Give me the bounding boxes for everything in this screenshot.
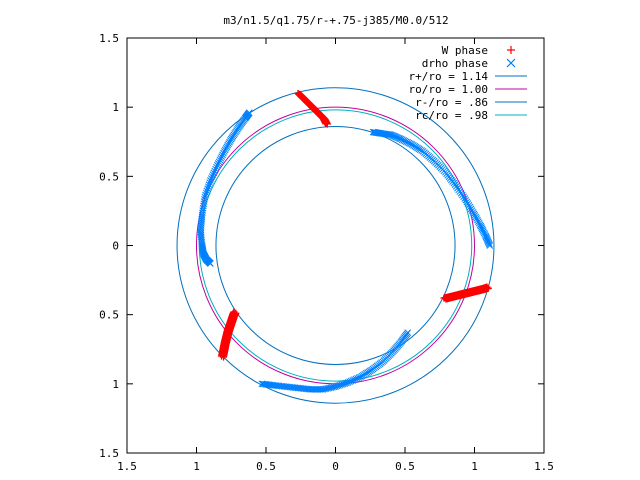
y-tick-label: 0.5 — [99, 170, 119, 183]
x-tick-label: 1 — [471, 460, 478, 473]
w-phase-point — [322, 120, 330, 128]
ring-circle — [196, 106, 475, 385]
drho-phase-point — [220, 148, 228, 155]
x-tick-label: 1.5 — [534, 460, 554, 473]
drho-phase-point — [216, 156, 224, 164]
legend-label: W phase — [442, 44, 488, 57]
x-tick-label: 0.5 — [395, 460, 415, 473]
drho-phase-point — [486, 242, 494, 249]
axes: 1.5 1 0.5 0 0.5 1 1.51.510.500.511.5 — [99, 32, 554, 473]
drho-phase-point — [213, 161, 221, 169]
drho-phase-point — [386, 131, 394, 139]
y-tick-label: 1 — [112, 101, 119, 114]
reference-circles — [176, 87, 495, 404]
legend-label: r+/ro = 1.14 — [409, 70, 489, 83]
y-tick-label: 1 — [112, 378, 119, 391]
x-tick-label: 1 — [193, 460, 200, 473]
drho-phase-point — [205, 181, 213, 188]
ring-circle — [176, 87, 495, 404]
legend-marker-sample — [506, 58, 516, 68]
drho-phase-point — [204, 183, 212, 191]
drho-phase-point — [207, 175, 215, 182]
x-tick-label: 1.5 — [117, 460, 137, 473]
y-tick-label: 0 — [112, 240, 119, 253]
drho-phase-point — [204, 185, 211, 193]
drho-phase-point — [203, 187, 211, 195]
drho-phase-point — [206, 179, 214, 186]
y-tick-label: 1.5 — [99, 447, 119, 460]
legend-label: r-/ro = .86 — [415, 96, 488, 109]
drho-phase-point — [207, 177, 214, 184]
drho-phase-point — [209, 171, 217, 179]
drho-phase-point — [404, 329, 412, 337]
ring-circle — [198, 109, 473, 382]
drho-phase-point — [211, 167, 219, 175]
legend-label: ro/ro = 1.00 — [409, 83, 488, 96]
y-tick-label: 0.5 — [99, 309, 119, 322]
drho-phase-point — [202, 189, 210, 197]
drho-phase-point — [208, 173, 216, 181]
drho-phase-point — [210, 169, 218, 177]
drho-phase-point — [202, 191, 209, 199]
w-phase-point — [484, 284, 492, 292]
drho-phase-point — [207, 260, 214, 267]
drho-phase-point — [215, 158, 223, 166]
drho-phase-point — [214, 160, 222, 167]
drho-phase-point — [218, 153, 226, 160]
y-tick-label: 1.5 — [99, 32, 119, 45]
drho-phase-point — [219, 151, 226, 159]
legend-marker-sample — [507, 46, 515, 54]
ring-circle — [215, 126, 456, 365]
drho-phase-point — [212, 165, 219, 173]
chart-title: m3/n1.5/q1.75/r-+.75-j385/M0.0/512 — [223, 14, 448, 27]
w-phase-point — [483, 283, 491, 291]
legend-label: drho phase — [422, 57, 488, 70]
legend-label: rc/ro = .98 — [415, 109, 488, 122]
x-tick-label: 0.5 — [256, 460, 276, 473]
w-phase-point — [230, 308, 238, 316]
drho-phase-point — [217, 154, 225, 162]
drho-phase-point — [213, 163, 220, 171]
phase-markers — [197, 89, 494, 393]
drho-phase-point — [220, 149, 227, 157]
x-tick-label: 0 — [332, 460, 339, 473]
